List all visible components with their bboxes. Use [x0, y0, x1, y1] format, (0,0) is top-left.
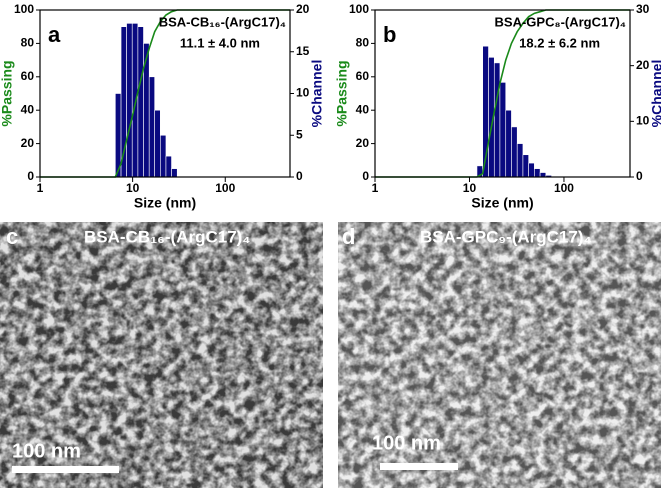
bar	[171, 168, 178, 178]
y-tick-label: 60	[356, 69, 370, 83]
bar	[511, 126, 518, 178]
y-tick-label: 60	[21, 69, 35, 83]
panel-label: b	[383, 22, 396, 47]
y-tick-label: 80	[356, 36, 370, 50]
tem-image-c	[0, 222, 323, 488]
y2-tick-label: 0	[296, 169, 303, 183]
y-tick-label: 100	[14, 2, 34, 16]
image-caption: BSA-CB₁₆-(ArgC17)₄	[84, 227, 250, 246]
scale-bar-label: 100 nm	[12, 440, 81, 462]
x-tick-label: 1	[372, 181, 379, 195]
bar	[534, 168, 541, 178]
annotation-stat: 11.1 ± 4.0 nm	[180, 35, 260, 50]
x-tick-label: 100	[554, 181, 574, 195]
x-tick-label: 1	[37, 181, 44, 195]
image-caption: BSA-GPC₉-(ArgC17)₄	[420, 227, 592, 246]
bar	[528, 162, 535, 178]
y2-tick-label: 30	[636, 2, 650, 16]
bar	[499, 82, 507, 178]
bar	[137, 26, 144, 178]
bar	[505, 109, 512, 178]
tem-image-d	[338, 222, 661, 488]
panel-label: d	[342, 224, 355, 249]
x-axis-label: Size (nm)	[471, 195, 533, 211]
cumulative-line	[40, 9, 290, 178]
x-tick-label: 10	[463, 181, 477, 195]
y-tick-label: 40	[21, 102, 35, 116]
y-tick-label: 20	[356, 136, 370, 150]
y-tick-label: 40	[356, 102, 370, 116]
annotation: BSA-GPC₈-(ArgC17)₄	[495, 14, 626, 29]
bar	[522, 154, 529, 178]
panel-label: c	[6, 224, 18, 249]
bar	[165, 155, 172, 178]
bar	[131, 23, 139, 178]
cumulative-line	[375, 9, 630, 178]
y2-tick-label: 5	[296, 127, 303, 141]
bar	[516, 143, 524, 178]
y-tick-label: 80	[21, 36, 35, 50]
y-tick-label: 100	[349, 2, 369, 16]
bar	[148, 76, 155, 178]
y2-tick-label: 20	[296, 2, 310, 16]
bar	[126, 23, 133, 178]
y2-tick-label: 10	[296, 86, 310, 100]
annotation: BSA-CB₁₆-(ArgC17)₄	[159, 14, 286, 29]
scale-bar	[380, 463, 458, 470]
y2-tick-label: 15	[296, 44, 310, 58]
y2-axis-label: %Channel	[649, 60, 661, 128]
annotation-stat: 18.2 ± 6.2 nm	[519, 35, 600, 50]
y-tick-label: 0	[362, 169, 369, 183]
bar	[154, 109, 161, 178]
y2-axis-label: %Channel	[309, 60, 325, 128]
y2-tick-label: 0	[636, 169, 643, 183]
y-tick-label: 20	[21, 136, 35, 150]
x-tick-label: 100	[215, 181, 235, 195]
y-axis-label: %Passing	[0, 60, 15, 126]
x-tick-label: 10	[126, 181, 140, 195]
y-axis-label: %Passing	[334, 60, 350, 126]
y-tick-label: 0	[27, 169, 34, 183]
y2-tick-label: 20	[636, 58, 650, 72]
x-axis-label: Size (nm)	[134, 195, 196, 211]
scale-bar-label: 100 nm	[372, 432, 441, 454]
bar	[539, 172, 547, 178]
bar	[493, 62, 501, 178]
panel-label: a	[48, 22, 61, 47]
plot-frame	[374, 9, 631, 178]
bar	[160, 134, 167, 178]
y2-tick-label: 10	[636, 114, 650, 128]
scale-bar	[12, 466, 119, 473]
